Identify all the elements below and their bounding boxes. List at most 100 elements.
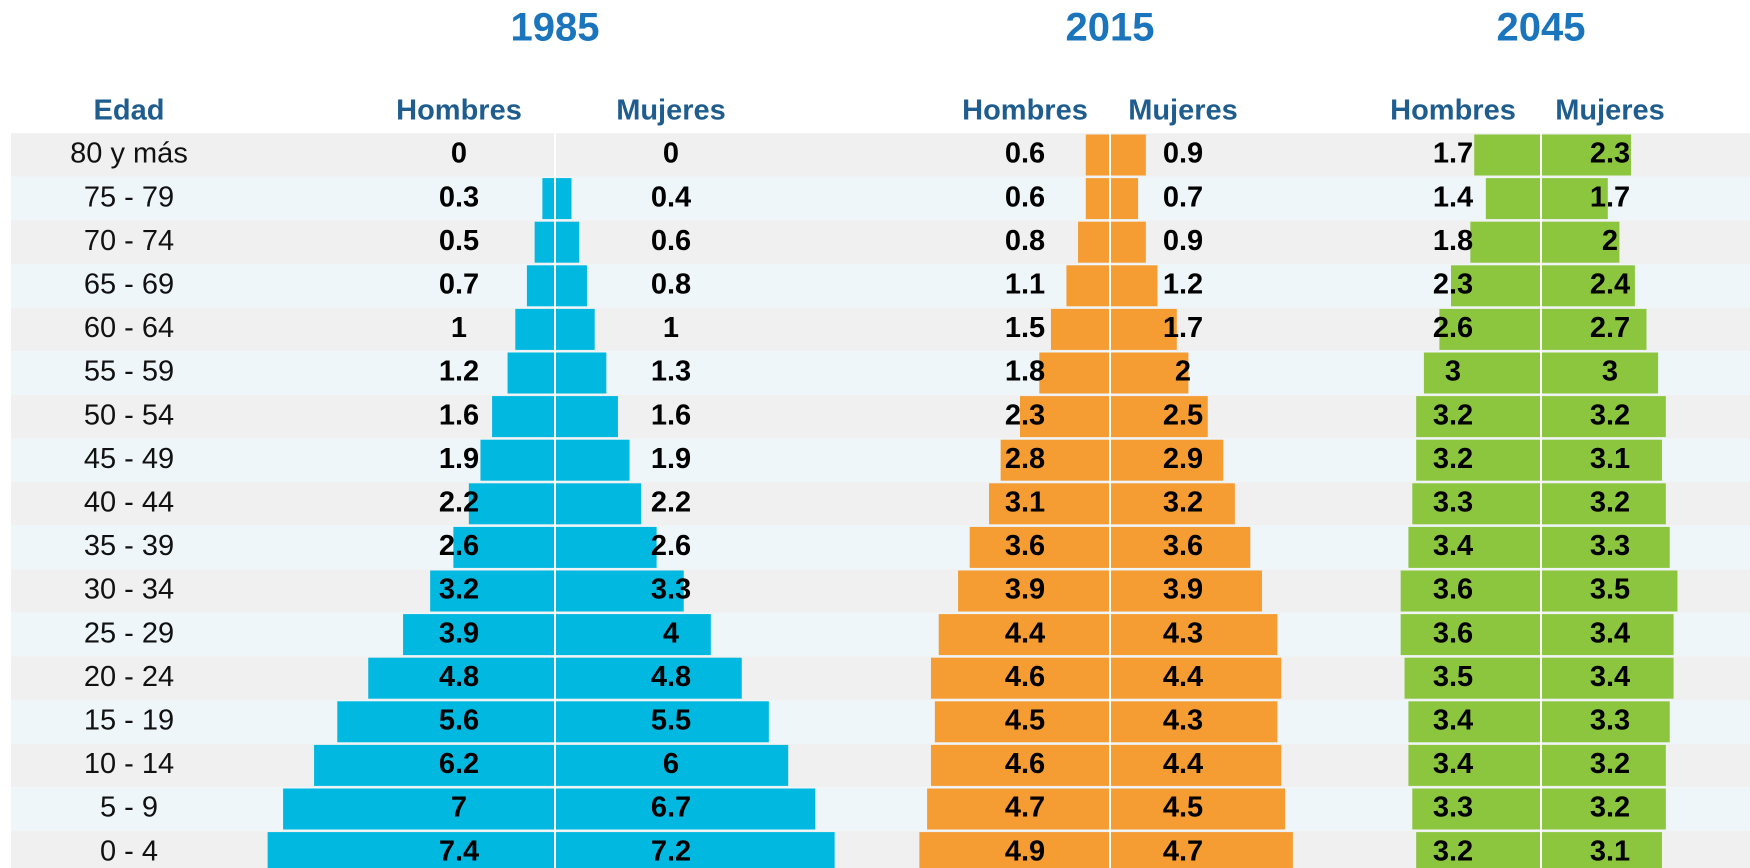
bar [556, 352, 607, 394]
value-label: 1.2 [439, 356, 479, 388]
row-stripe [11, 176, 1750, 221]
bar [556, 526, 657, 568]
value-label: 1 [451, 312, 467, 344]
value-label: 3.3 [1590, 704, 1630, 736]
bar [1542, 178, 1608, 220]
bar [1542, 221, 1620, 263]
bar [1111, 657, 1282, 699]
bar [556, 308, 595, 350]
value-label: 1 [663, 312, 679, 344]
panel-title: 2015 [1066, 6, 1155, 50]
bar [1542, 614, 1674, 656]
value-label: 3.2 [1433, 443, 1473, 475]
bar [1542, 352, 1659, 394]
value-label: 1.3 [651, 356, 691, 388]
value-label: 3.1 [1590, 835, 1630, 867]
value-label: 3.2 [1590, 792, 1630, 824]
age-label: 20 - 24 [84, 661, 174, 693]
bar [1542, 439, 1662, 481]
value-label: 2.5 [1163, 399, 1203, 431]
age-label: 15 - 19 [84, 704, 174, 736]
value-label: 7.4 [439, 835, 479, 867]
bar [1050, 308, 1109, 350]
value-label: 0 [663, 138, 679, 170]
bar [1111, 134, 1146, 176]
value-label: 0.5 [439, 225, 479, 257]
labels: Edad 80 y más 75 - 79 70 - 74 65 - 69 60 - 6… [70, 6, 1665, 868]
bar [1111, 439, 1224, 481]
value-label: 0.8 [1005, 225, 1045, 257]
bar [1416, 396, 1540, 438]
value-label: 1.7 [1433, 138, 1473, 170]
bar [430, 570, 554, 612]
bar [989, 483, 1109, 525]
value-label: 7.2 [651, 835, 691, 867]
value-label: 2.7 [1590, 312, 1630, 344]
value-label: 1.2 [1163, 268, 1203, 300]
value-label: 4.6 [1005, 748, 1045, 780]
bar [1111, 788, 1286, 830]
legend-label: Mujeres [1128, 95, 1238, 127]
age-label: 30 - 34 [84, 574, 174, 606]
age-label: 65 - 69 [84, 268, 174, 300]
bar [1408, 701, 1540, 743]
value-label: 0.6 [651, 225, 691, 257]
bar [1111, 265, 1158, 307]
bar [368, 657, 554, 699]
value-label: 1.8 [1005, 356, 1045, 388]
value-label: 3.2 [1433, 399, 1473, 431]
age-label: 55 - 59 [84, 356, 174, 388]
value-label: 4.7 [1163, 835, 1203, 867]
value-label: 1.7 [1590, 181, 1630, 213]
bar [1542, 832, 1662, 868]
value-label: 4.5 [1163, 792, 1203, 824]
bar [1111, 701, 1278, 743]
age-label: 0 - 4 [100, 835, 158, 867]
value-label: 0.7 [1163, 181, 1203, 213]
value-label: 2.3 [1590, 138, 1630, 170]
value-label: 1.6 [439, 399, 479, 431]
bar [930, 657, 1109, 699]
bar [969, 526, 1109, 568]
age-label: 35 - 39 [84, 530, 174, 562]
value-label: 3.2 [439, 574, 479, 606]
legend-label: Hombres [1390, 95, 1516, 127]
value-label: 1.5 [1005, 312, 1045, 344]
bar [492, 396, 554, 438]
value-label: 3.3 [651, 574, 691, 606]
bar [930, 744, 1109, 786]
bar [556, 570, 684, 612]
bar [1000, 439, 1109, 481]
value-label: 4.7 [1005, 792, 1045, 824]
bar [1078, 221, 1109, 263]
age-label: 50 - 54 [84, 399, 174, 431]
bar [1408, 526, 1540, 568]
bar [1400, 614, 1540, 656]
bar [927, 788, 1109, 830]
age-label: 75 - 79 [84, 181, 174, 213]
value-label: 2 [1602, 225, 1618, 257]
value-label: 0.6 [1005, 138, 1045, 170]
value-label: 4.4 [1163, 748, 1203, 780]
value-label: 3.9 [1163, 574, 1203, 606]
age-label: 60 - 64 [84, 312, 174, 344]
bar [556, 614, 711, 656]
value-label: 5.5 [651, 704, 691, 736]
value-label: 1.4 [1433, 181, 1473, 213]
bar [1085, 178, 1109, 220]
bar [480, 439, 554, 481]
bar [1412, 483, 1540, 525]
value-label: 5.6 [439, 704, 479, 736]
bar [1085, 134, 1109, 176]
bar [1404, 657, 1540, 699]
value-label: 3.6 [1433, 617, 1473, 649]
bar [1542, 788, 1666, 830]
bar [1542, 570, 1678, 612]
value-label: 3 [1445, 356, 1461, 388]
legend-label: Hombres [396, 95, 522, 127]
bar [1542, 308, 1647, 350]
bar [1485, 178, 1540, 220]
bar [1111, 570, 1262, 612]
value-label: 1.9 [439, 443, 479, 475]
